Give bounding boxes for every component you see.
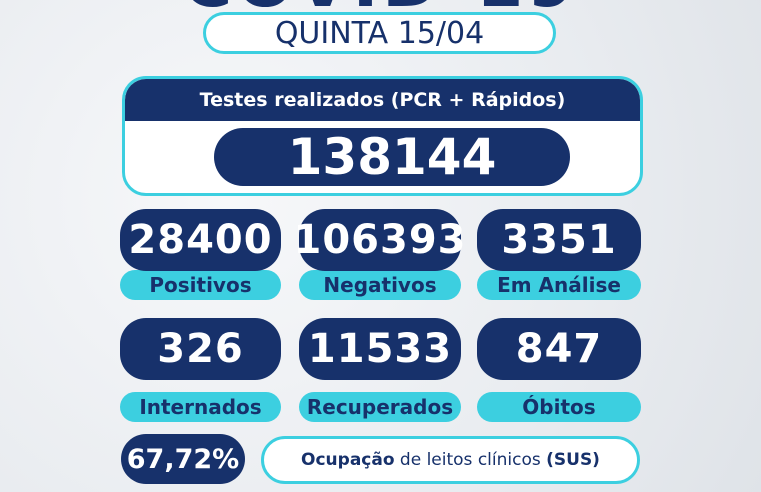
stat-value: 326	[120, 318, 281, 380]
occupancy-value: 67,72%	[121, 434, 245, 484]
tests-label: Testes realizados (PCR + Rápidos)	[125, 79, 640, 121]
label-part: de leitos clínicos	[394, 450, 547, 470]
stat-value: 847	[477, 318, 641, 380]
stat-label: Em Análise	[477, 270, 641, 300]
label-part: (SUS)	[546, 450, 600, 470]
stat-value: 11533	[299, 318, 461, 380]
stat-label: Positivos	[120, 270, 281, 300]
stat-value: 106393	[294, 209, 466, 271]
stat-label: Recuperados	[299, 392, 461, 422]
date: QUINTA 15/04	[203, 12, 556, 54]
stat-label: Óbitos	[477, 392, 641, 422]
tests-value: 138144	[214, 128, 570, 186]
stat-value: 3351	[477, 209, 641, 271]
occupancy-label: Ocupação de leitos clínicos (SUS)	[261, 436, 640, 484]
stat-value: 28400	[120, 209, 281, 271]
stat-label: Internados	[120, 392, 281, 422]
label-part: Ocupação	[301, 450, 395, 470]
stat-label: Negativos	[299, 270, 461, 300]
